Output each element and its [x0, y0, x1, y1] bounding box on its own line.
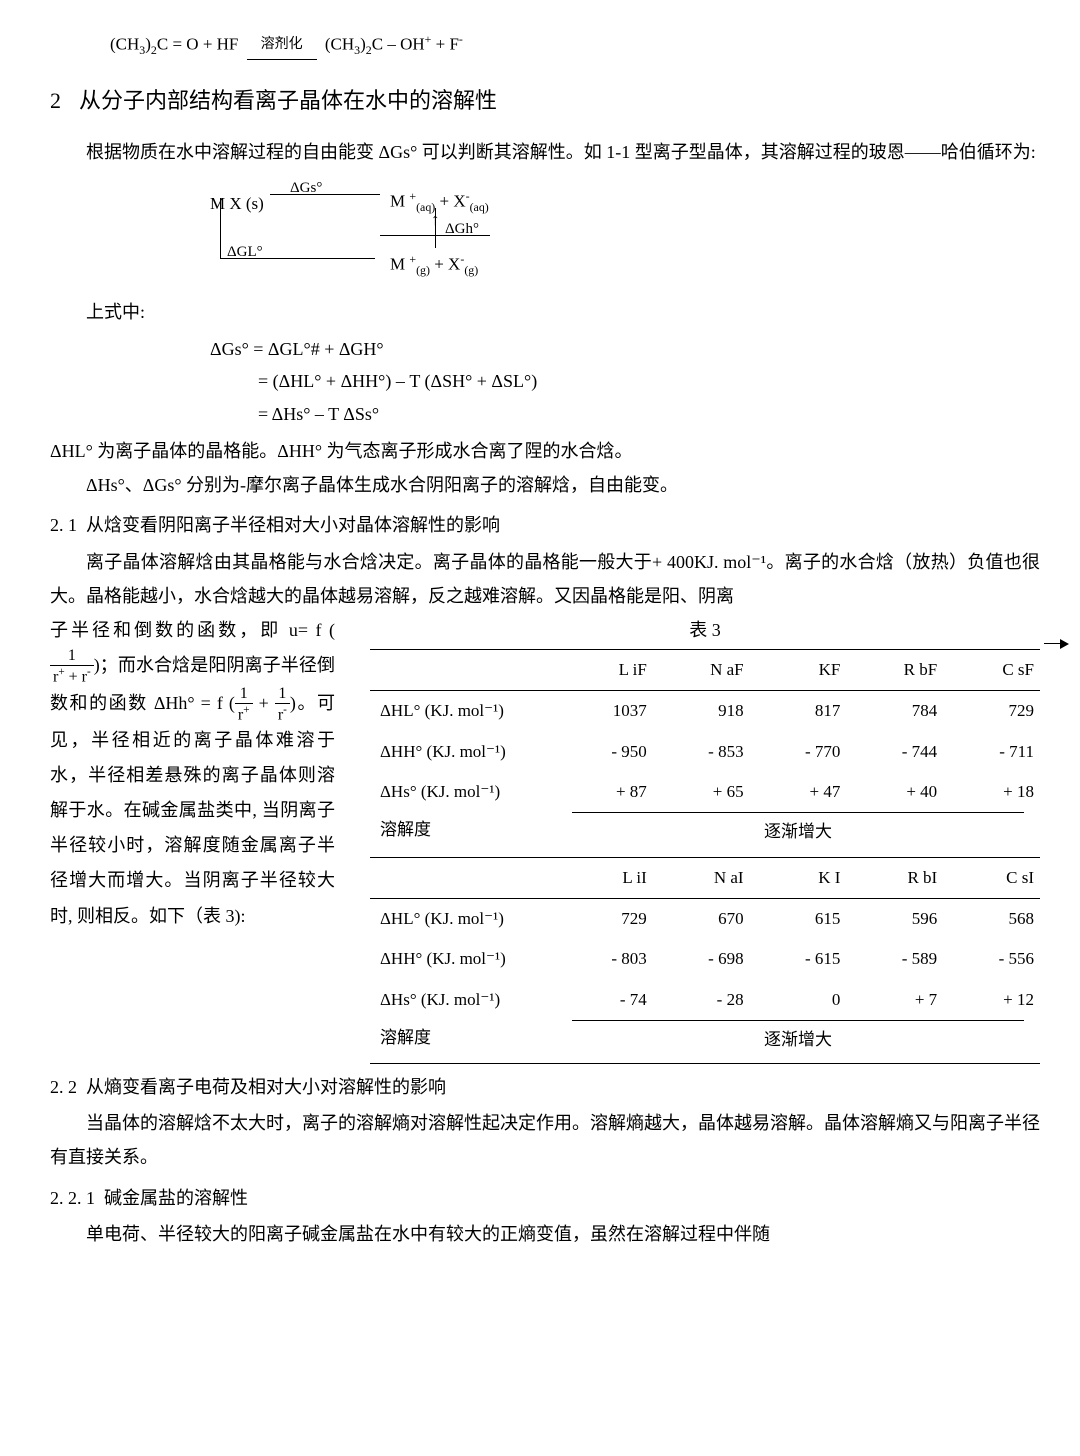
- sol-text-2: 逐渐增大: [764, 1030, 832, 1049]
- para-4: ΔHs°、ΔGs° 分别为-摩尔离子晶体生成水合阴阳离子的溶解焓，自由能变。: [50, 468, 1040, 502]
- section-2-1-heading: 2. 1 从焓变看阴阳离子半径相对大小对晶体溶解性的影响: [50, 508, 1040, 542]
- col-kf: KF: [750, 650, 847, 691]
- col-csf: C sF: [943, 650, 1040, 691]
- sol-text-1: 逐渐增大: [764, 822, 832, 841]
- born-haber-cycle: M X (s) ΔGs° M +(aq) + X-(aq) ΔGL° ↑ ΔGh…: [210, 180, 610, 285]
- col-lif: L iF: [556, 650, 653, 691]
- section-2-heading: 2 从分子内部结构看离子晶体在水中的溶解性: [50, 80, 1040, 122]
- row-dhl-1: ΔHL° (KJ. mol⁻¹): [370, 691, 556, 732]
- section-2-num: 2: [50, 88, 61, 113]
- col-rbf: R bF: [846, 650, 943, 691]
- section-2-2-1-num: 2. 2. 1: [50, 1188, 95, 1208]
- arrow-right-icon: [1044, 643, 1062, 645]
- section-2-2-1-title: 碱金属盐的溶解性: [104, 1188, 248, 1208]
- row-sol-2: 溶解度: [370, 1020, 556, 1062]
- para-1: 根据物质在水中溶解过程的自由能变 ΔGs° 可以判断其溶解性。如 1-1 型离子…: [50, 135, 1040, 169]
- cycle-node-br: M +(g) + X-(g): [390, 248, 478, 282]
- para-6: 当晶体的溶解焓不太大时，离子的溶解熵对溶解性起决定作用。溶解熵越大，晶体越易溶解…: [50, 1106, 1040, 1174]
- col-lii: L iI: [556, 857, 653, 898]
- row-dhs-2: ΔHs° (KJ. mol⁻¹): [370, 980, 556, 1020]
- section-2-1-title: 从焓变看阴阳离子半径相对大小对晶体溶解性的影响: [86, 515, 500, 535]
- equation-1: (CH3)2C = O + HF 溶剂化 (CH3)2C – OH+ + F-: [110, 28, 1040, 62]
- derive-line-1: ΔGs° = ΔGL°# + ΔGH°: [210, 333, 1040, 365]
- row-dhl-2: ΔHL° (KJ. mol⁻¹): [370, 898, 556, 939]
- col-naf: N aF: [653, 650, 750, 691]
- derivation: ΔGs° = ΔGL°# + ΔGH° = (ΔHL° + ΔHH°) – T …: [210, 333, 1040, 430]
- cycle-label-top: ΔGs°: [290, 174, 322, 203]
- derive-line-2: = (ΔHL° + ΔHH°) – T (ΔSH° + ΔSL°): [258, 365, 1040, 397]
- row-dhh-1: ΔHH° (KJ. mol⁻¹): [370, 732, 556, 772]
- cycle-node-tl: M X (s): [210, 188, 264, 220]
- para-2: 上式中:: [50, 295, 1040, 329]
- row-dhs-1: ΔHs° (KJ. mol⁻¹): [370, 772, 556, 812]
- col-nai: N aI: [653, 857, 750, 898]
- para-5: 离子晶体溶解焓由其晶格能与水合焓决定。离子晶体的晶格能一般大于+ 400KJ. …: [50, 545, 1040, 613]
- col-csi: C sI: [943, 857, 1040, 898]
- table-3-caption: 表 3: [370, 613, 1040, 647]
- cycle-label-left: ΔGL°: [227, 238, 263, 267]
- col-ki: K I: [750, 857, 847, 898]
- table-3: 表 3 L iF N aF KF R bF C sF ΔHL° (KJ. mol…: [370, 613, 1040, 1064]
- row-dhh-2: ΔHH° (KJ. mol⁻¹): [370, 939, 556, 979]
- col-rbi: R bI: [846, 857, 943, 898]
- eq1-arrow-label: 溶剂化: [247, 32, 317, 59]
- section-2-title: 从分子内部结构看离子晶体在水中的溶解性: [79, 88, 497, 113]
- row-sol-1: 溶解度: [370, 812, 556, 854]
- para-3: ΔHL° 为离子晶体的晶格能。ΔHH° 为气态离子形成水合离了陧的水合焓。: [50, 434, 1040, 468]
- cycle-label-right: ΔGh°: [445, 215, 479, 244]
- section-2-2-heading: 2. 2 从熵变看离子电荷及相对大小对溶解性的影响: [50, 1070, 1040, 1104]
- section-2-2-title: 从熵变看离子电荷及相对大小对溶解性的影响: [86, 1077, 446, 1097]
- para-5-cont: 子半径和倒数的函数，即 u= f (1r+ + r-)；而水合焓是阳阴离子半径倒…: [50, 613, 335, 934]
- section-2-1-num: 2. 1: [50, 515, 77, 535]
- para-7: 单电荷、半径较大的阳离子碱金属盐在水中有较大的正熵变值，虽然在溶解过程中伴随: [50, 1217, 1040, 1251]
- section-2-2-num: 2. 2: [50, 1077, 77, 1097]
- derive-line-3: = ΔHs° – T ΔSs°: [258, 398, 1040, 430]
- section-2-2-1-heading: 2. 2. 1 碱金属盐的溶解性: [50, 1181, 1040, 1215]
